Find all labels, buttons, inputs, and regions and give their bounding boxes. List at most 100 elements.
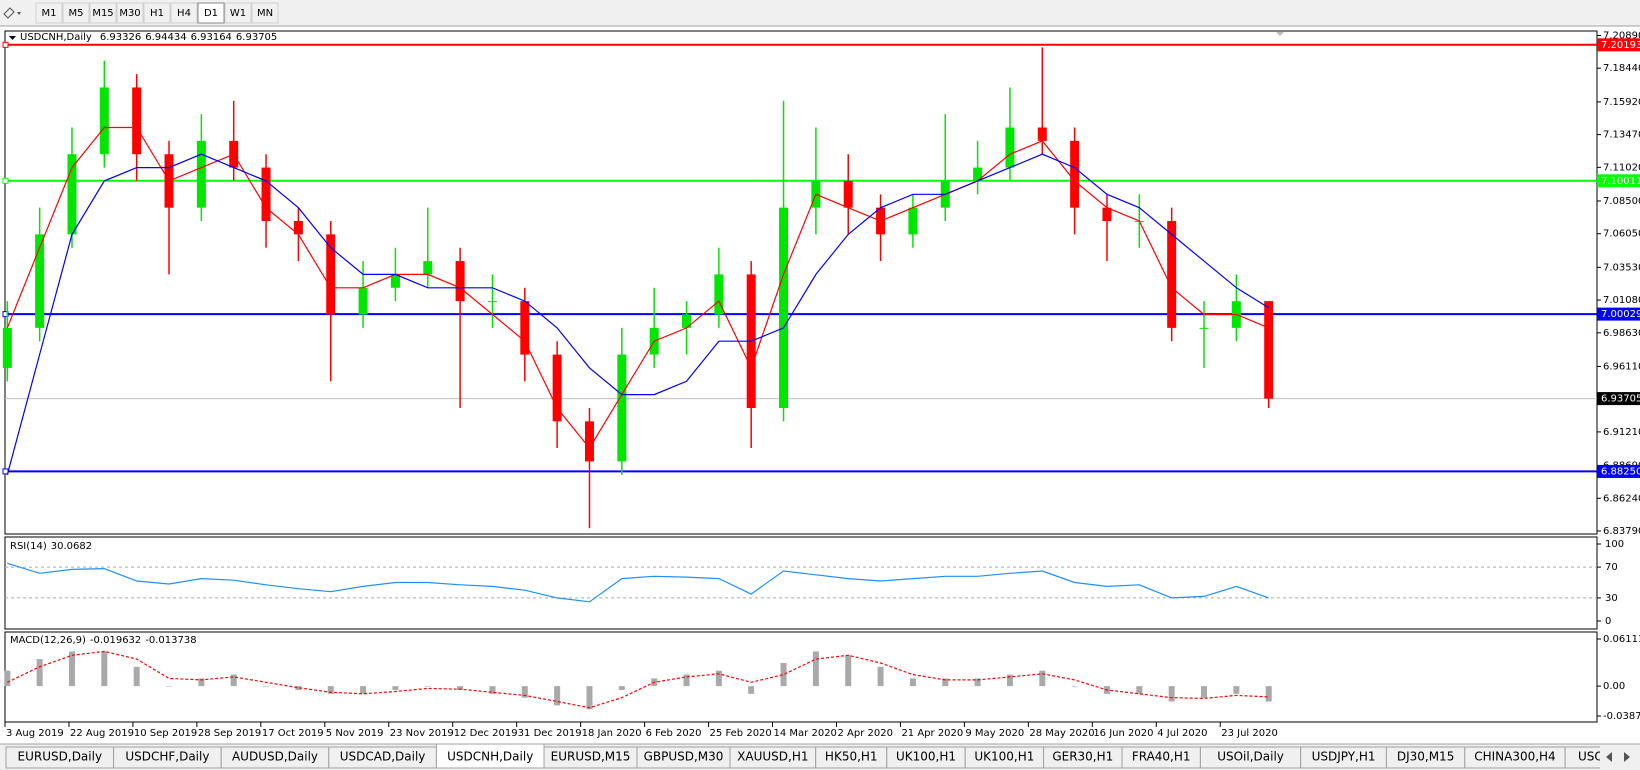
level-price-label: 7.20193 [1601, 40, 1640, 51]
y-tick-label: 6.83790 [1603, 526, 1640, 537]
candle-body [67, 154, 77, 235]
candle-body [1070, 140, 1080, 208]
timeframe-button[interactable]: H4 [170, 2, 198, 24]
tab-label: USDCNH,Daily [447, 750, 533, 764]
y-tick-label: 7.08500 [1603, 196, 1640, 207]
tool-arrow [17, 12, 21, 15]
level-anchor [2, 177, 9, 184]
macd-bar [295, 686, 302, 690]
symbol-tab[interactable]: HK50,H1 [815, 746, 888, 769]
candle [617, 327, 627, 475]
tab-label: DJ30,M15 [1397, 750, 1455, 764]
timeframe-button[interactable]: M15 [89, 2, 117, 24]
timeframe-button[interactable]: MN [251, 2, 279, 24]
macd-value: -0.019632 [90, 635, 141, 646]
symbol-tab[interactable]: USDCAD,Daily [328, 746, 437, 769]
candle [358, 261, 368, 328]
candle-body [1264, 301, 1274, 399]
level-anchor [2, 41, 9, 48]
tab-scroll[interactable] [1606, 752, 1630, 762]
timeframe-label: M1 [42, 8, 57, 19]
macd-bar [1006, 674, 1013, 687]
symbol-tab[interactable]: XAUUSD,H1 [729, 746, 817, 769]
timeframe-box [35, 2, 63, 24]
y-tick-label: 6.91210 [1603, 427, 1640, 438]
candle [2, 301, 12, 382]
symbol-tab[interactable]: GER30,H1 [1043, 746, 1123, 769]
tab-label: EURUSD,Daily [18, 750, 103, 764]
level-price-box [1597, 174, 1640, 188]
timeframe-label: M15 [92, 8, 113, 19]
candle-body [779, 207, 789, 408]
tab-label: XAUUSD,H1 [737, 750, 808, 764]
timeframe-box [89, 2, 117, 24]
symbol-tab[interactable]: CHINA300,H4 [1464, 746, 1566, 769]
macd-bar [521, 686, 528, 698]
scroll-left[interactable] [1606, 752, 1612, 762]
symbol-tab[interactable]: USDCHF,Daily [113, 746, 222, 769]
x-tick-label: 22 Aug 2019 [70, 728, 134, 739]
candle-body [1102, 207, 1112, 222]
symbol-tab[interactable]: FRA40,H1 [1121, 746, 1201, 769]
tab-label: UK100,H1 [896, 750, 956, 764]
timeframe-button[interactable]: M30 [116, 2, 144, 24]
macd-bar [133, 666, 140, 687]
tab-label: USDCHF,Daily [125, 750, 209, 764]
candle-body [358, 287, 368, 315]
draw-tool[interactable] [3, 7, 21, 19]
x-tick-label: 21 Apr 2020 [901, 728, 963, 739]
symbol-tab[interactable]: EURUSD,Daily [5, 746, 115, 769]
x-tick-label: 25 Feb 2020 [710, 728, 772, 739]
candle-body [584, 421, 594, 462]
candle [552, 341, 562, 449]
x-tick-label: 28 Sep 2019 [198, 728, 261, 739]
timeframe-button[interactable]: W1 [224, 2, 252, 24]
macd-bar [489, 686, 496, 694]
timeframe-button[interactable]: D1 [197, 2, 225, 24]
symbol-tab[interactable]: EURUSD,M15 [543, 746, 638, 769]
timeframe-box [251, 2, 279, 24]
candle-body [682, 314, 692, 328]
symbol-tab[interactable]: GBPUSD,M30 [636, 746, 731, 769]
candle [779, 100, 789, 422]
timeframe-button[interactable]: M1 [35, 2, 63, 24]
symbol-tab[interactable]: USDJPY,H1 [1300, 746, 1387, 769]
symbol-tab[interactable]: USOil,Daily [1199, 746, 1302, 769]
candle-body [973, 167, 983, 181]
scroll-right[interactable] [1624, 752, 1630, 762]
x-tick-label: 23 Nov 2019 [390, 728, 454, 739]
level-price-box [1597, 307, 1640, 321]
y-tick-label: 7.20890 [1603, 31, 1640, 42]
timeframe-label: MN [257, 8, 273, 19]
rsi-panel [4, 536, 1598, 630]
macd-value: -0.013738 [145, 635, 196, 646]
x-tick-label: 3 Aug 2019 [6, 728, 64, 739]
y-tick-label: -0.03877 [1603, 711, 1640, 722]
ohlc-value: 6.93326 [100, 32, 141, 43]
header-toggle[interactable] [9, 36, 16, 40]
candle-body [1005, 127, 1015, 168]
symbol-tab[interactable]: USDCNH,Daily [435, 743, 545, 769]
candle-body [843, 180, 853, 208]
macd-header: MACD(12,26,9) -0.019632 -0.013738 [10, 635, 197, 646]
timeframe-button[interactable]: H1 [143, 2, 171, 24]
tab-label: USOil,Daily [1217, 750, 1284, 764]
symbol-tab[interactable]: UK100,H1 [964, 746, 1045, 769]
x-tick-label: 10 Sep 2019 [134, 728, 197, 739]
candle [261, 154, 271, 248]
symbol-tab[interactable]: DJ30,M15 [1385, 746, 1466, 769]
candle-body [390, 274, 400, 288]
symbol-tab[interactable]: AUDUSD,Daily [220, 746, 330, 769]
y-tick-label: 7.11020 [1603, 162, 1640, 173]
timeframe-box [116, 2, 144, 24]
current-price-label: 6.93705 [1601, 394, 1640, 405]
y-tick-label: 6.96110 [1603, 361, 1640, 372]
timeframe-button[interactable]: M5 [62, 2, 90, 24]
x-tick-label: 6 Feb 2020 [646, 728, 702, 739]
symbol-tab[interactable]: UK100,H1 [886, 746, 966, 769]
macd-bar [780, 662, 787, 687]
macd-bar [1233, 686, 1240, 694]
tool-icon [3, 7, 15, 19]
candle-body [261, 167, 271, 222]
level-price-box [1597, 38, 1640, 52]
